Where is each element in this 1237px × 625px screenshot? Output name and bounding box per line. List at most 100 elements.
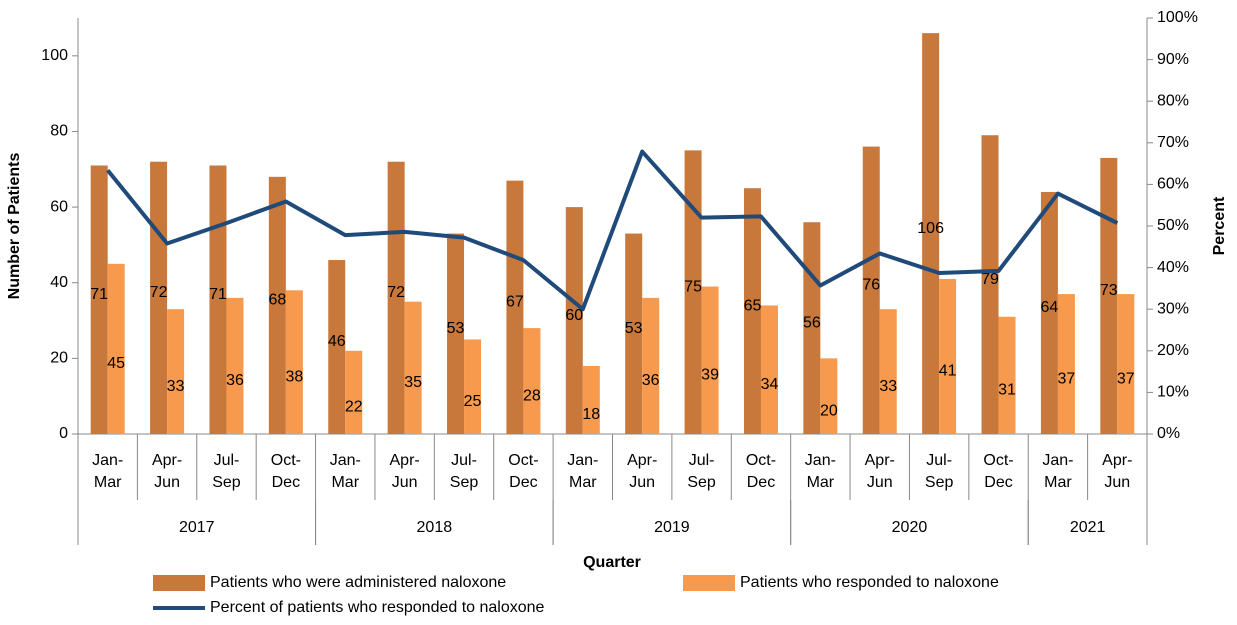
y-tick-label: 40	[50, 274, 68, 291]
y2-tick-label: 30%	[1157, 300, 1189, 317]
data-label: 39	[701, 366, 719, 383]
bar	[226, 297, 244, 434]
y-tick-label: 20	[50, 350, 68, 367]
data-label: 79	[981, 271, 999, 288]
data-label: 36	[226, 372, 244, 389]
bar	[447, 233, 465, 434]
x-tick-label: Jul-Sep	[924, 452, 954, 491]
data-label: 106	[917, 220, 944, 237]
y2-tick-label: 60%	[1157, 176, 1189, 193]
data-label: 33	[879, 378, 897, 395]
bar	[1100, 157, 1118, 434]
bar	[879, 309, 897, 434]
legend-swatch	[683, 575, 735, 591]
x-tick-label: Oct-Dec	[508, 452, 539, 491]
x-tick-label: Jan-Mar	[804, 452, 836, 491]
bar	[701, 286, 719, 434]
data-label: 76	[862, 277, 880, 294]
group-label: 2020	[892, 519, 928, 536]
bar	[743, 188, 761, 434]
bar	[268, 176, 286, 434]
data-label: 56	[803, 314, 821, 331]
y2-tick-label: 90%	[1157, 51, 1189, 68]
data-label: 53	[625, 320, 643, 337]
bar	[998, 316, 1016, 434]
data-label: 72	[387, 284, 405, 301]
bar	[939, 278, 957, 434]
y-axis-title: Number of Patients	[6, 153, 23, 300]
y-tick-label: 80	[50, 123, 68, 140]
data-label: 68	[268, 292, 286, 309]
data-label: 28	[523, 387, 541, 404]
x-tick-label: Jul-Sep	[212, 452, 241, 491]
data-label: 35	[404, 374, 422, 391]
x-tick-label: Jan-Mar	[567, 452, 599, 491]
legend-label: Percent of patients who responded to nal…	[210, 599, 545, 616]
group-label: 2018	[417, 519, 453, 536]
line	[106, 149, 1119, 312]
x-tick-label: Apr-Jun	[151, 452, 183, 491]
data-label: 38	[285, 368, 303, 385]
bar	[506, 180, 524, 434]
bar	[642, 297, 660, 434]
legend-swatch	[153, 575, 205, 591]
data-label: 67	[506, 294, 524, 311]
data-label: 36	[642, 372, 660, 389]
bar	[404, 301, 422, 434]
y-tick-label: 0	[59, 425, 68, 442]
data-label: 71	[209, 286, 227, 303]
bar	[862, 146, 880, 434]
data-label: 64	[1041, 299, 1059, 316]
data-label: 18	[582, 406, 600, 423]
data-label: 75	[684, 278, 702, 295]
bar	[1057, 294, 1075, 434]
x-tick-label: Oct-Dec	[983, 452, 1014, 491]
bar	[820, 358, 838, 434]
data-label: 71	[90, 286, 108, 303]
bar	[107, 263, 125, 434]
bar	[328, 260, 346, 434]
data-label: 37	[1058, 370, 1076, 387]
bar	[981, 135, 999, 434]
bar	[760, 305, 778, 434]
data-label: 37	[1117, 370, 1135, 387]
bar	[625, 233, 643, 434]
data-label: 25	[464, 393, 482, 410]
bar	[1040, 191, 1058, 434]
data-label: 22	[345, 399, 363, 416]
data-label: 60	[565, 307, 583, 324]
x-tick-label: Oct-Dec	[745, 452, 777, 491]
data-label: 33	[167, 378, 185, 395]
y2-tick-label: 80%	[1157, 92, 1189, 109]
y-tick-label: 100	[41, 47, 68, 64]
legend-label: Patients who responded to naloxone	[740, 574, 999, 591]
bar	[1117, 294, 1135, 434]
x-tick-label: Apr-Jun	[627, 452, 658, 491]
y2-tick-label: 10%	[1157, 384, 1189, 401]
x-tick-label: Jul-Sep	[449, 452, 479, 491]
group-label: 2021	[1070, 519, 1106, 536]
group-label: 2019	[654, 519, 690, 536]
data-label: 20	[820, 402, 838, 419]
y2-tick-label: 70%	[1157, 134, 1189, 151]
x-tick-label: Apr-Jun	[1102, 452, 1133, 491]
y-tick-label: 60	[50, 198, 68, 215]
data-label: 41	[939, 363, 957, 380]
bar	[523, 328, 541, 434]
bar	[565, 207, 583, 434]
x-tick-label: Jan-Mar	[1042, 452, 1074, 491]
bar	[684, 150, 702, 434]
data-label: 53	[447, 320, 465, 337]
x-tick-label: Jan-Mar	[92, 452, 124, 491]
bar	[387, 161, 405, 434]
x-tick-label: Jan-Mar	[329, 452, 361, 491]
bar	[209, 165, 227, 434]
x-tick-label: Oct-Dec	[270, 452, 301, 491]
data-label: 65	[744, 297, 762, 314]
y2-tick-label: 0%	[1157, 425, 1180, 442]
y2-tick-label: 100%	[1157, 9, 1198, 26]
bar	[582, 365, 600, 434]
x-tick-label: Apr-Jun	[389, 452, 420, 491]
data-label: 34	[761, 376, 779, 393]
